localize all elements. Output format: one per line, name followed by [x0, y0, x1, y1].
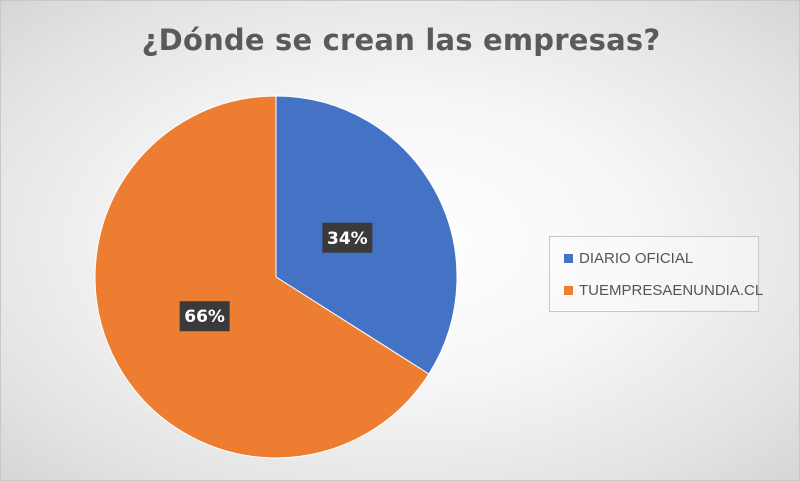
- legend-label-tuempresaenundia: TUEMPRESAENUNDIA.CL: [579, 281, 764, 299]
- pie-slice-tuempresaenundia: [94, 95, 430, 459]
- data-label-diario-oficial-text: 34%: [327, 229, 368, 249]
- data-label-diario-oficial-box: [322, 222, 373, 253]
- data-label-tuempresaenundia: 66%: [179, 301, 230, 332]
- legend-item-diario-oficial: DIARIO OFICIAL: [564, 247, 758, 269]
- data-label-tuempresaenundia-box: [179, 301, 230, 332]
- legend-swatch-diario-oficial: [564, 253, 573, 263]
- legend-swatch-tuempresaenundia: [564, 285, 573, 295]
- data-label-tuempresaenundia-text: 66%: [184, 307, 225, 327]
- chart-title: ¿Dónde se crean las empresas?: [141, 23, 661, 57]
- legend-label-diario-oficial: DIARIO OFICIAL: [579, 249, 694, 267]
- legend: DIARIO OFICIAL TUEMPRESAENUNDIA.CL: [549, 236, 763, 312]
- data-label-diario-oficial: 34%: [322, 222, 373, 253]
- legend-item-tuempresaenundia: TUEMPRESAENUNDIA.CL: [564, 279, 763, 301]
